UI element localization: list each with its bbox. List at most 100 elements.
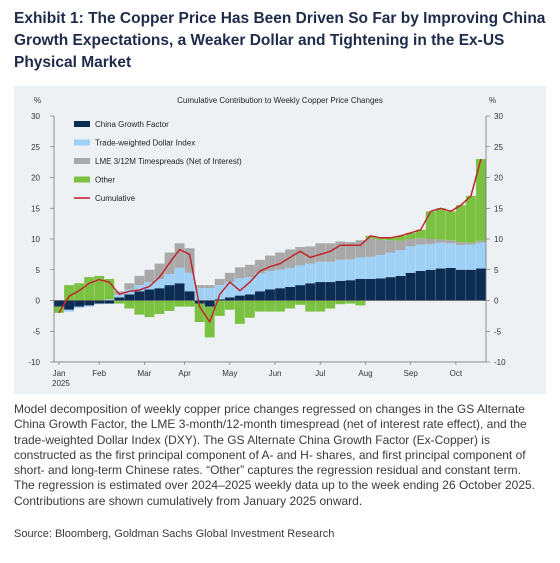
y-axis-left-unit: %: [34, 96, 41, 105]
bar-china-w0: [54, 300, 64, 307]
legend-swatch-dollar: [74, 139, 90, 146]
bar-dollar-w18: [234, 278, 245, 296]
bar-dollar-w14: [194, 288, 205, 301]
bar-lme-w42: [476, 240, 486, 243]
bar-lme-w38: [435, 239, 446, 243]
bar-dollar-w33: [385, 252, 396, 278]
y-tick-left-0: -10: [28, 358, 40, 367]
bar-china-w9: [144, 289, 155, 301]
y-tick-right-3: 5: [494, 266, 499, 275]
bar-dollar-w36: [415, 244, 426, 271]
bar-dollar-w16: [214, 285, 225, 300]
bar-dollar-w42: [476, 242, 486, 269]
y-tick-right-4: 10: [494, 235, 503, 244]
x-tick-label-1: Feb: [92, 369, 106, 378]
bar-china-w11: [164, 285, 175, 301]
bar-other-w24: [295, 300, 306, 305]
bar-other-w40: [455, 205, 466, 243]
bar-lme-w30: [355, 240, 366, 258]
bar-china-w25: [305, 283, 316, 301]
bar-dollar-w2: [74, 306, 85, 308]
bar-dollar-w40: [455, 245, 466, 270]
bar-china-w28: [335, 280, 346, 301]
bar-lme-w27: [325, 243, 336, 262]
bar-other-w12: [174, 300, 185, 307]
bar-dollar-w5: [104, 299, 115, 301]
y-tick-right-6: 20: [494, 174, 503, 183]
bar-lme-w28: [335, 241, 346, 260]
bar-lme-w16: [214, 278, 225, 286]
bar-dollar-w21: [265, 270, 275, 290]
bar-lme-w21: [265, 255, 275, 271]
bar-dollar-w37: [425, 243, 436, 270]
bar-lme-w19: [244, 264, 255, 278]
bar-other-w21: [265, 300, 275, 312]
bar-lme-w9: [144, 269, 155, 283]
bar-other-w0: [54, 306, 64, 313]
bar-other-w8: [134, 300, 145, 315]
bar-other-w3: [84, 277, 95, 301]
bar-dollar-w19: [244, 277, 255, 295]
legend-label-cumulative: Cumulative: [95, 194, 136, 203]
bar-other-w10: [154, 300, 165, 315]
bar-china-w18: [234, 295, 245, 301]
x-tick-label-6: Jul: [315, 369, 325, 378]
bar-other-w25: [305, 300, 316, 312]
bar-dollar-w31: [365, 256, 376, 279]
x-axis-ticks: Jan Feb Mar Apr May Jun Jul Aug Sep Oct: [53, 362, 463, 378]
bar-china-w29: [345, 280, 356, 301]
bar-lme-w29: [345, 242, 356, 260]
bar-dollar-w38: [435, 242, 446, 269]
legend-swatch-other: [74, 176, 90, 183]
legend: China Growth Factor Trade-weighted Dollar…: [74, 120, 242, 203]
bar-lme-w41: [466, 242, 476, 245]
bar-china-w16: [214, 299, 225, 301]
bar-china-w5: [104, 300, 115, 304]
source-note: Source: Bloomberg, Goldman Sachs Global …: [14, 528, 335, 540]
bar-other-w13: [184, 300, 195, 307]
bar-lme-w23: [285, 249, 296, 268]
bar-china-w27: [325, 282, 336, 301]
bar-lme-w33: [385, 240, 396, 253]
bar-other-w36: [415, 229, 426, 239]
bar-lme-w20: [255, 259, 265, 274]
bar-dollar-w29: [345, 259, 356, 281]
bar-china-w7: [124, 294, 135, 301]
bar-china-w30: [355, 278, 366, 301]
bar-other-w17: [224, 300, 235, 310]
bar-lme-w26: [315, 243, 326, 262]
bar-other-w42: [476, 159, 486, 241]
bar-dollar-w13: [184, 272, 195, 292]
bar-dollar-w41: [466, 244, 476, 270]
bar-china-w6: [114, 297, 125, 301]
bar-china-w2: [74, 300, 85, 307]
y-tick-left-8: 30: [31, 112, 40, 121]
bar-other-w39: [445, 211, 456, 241]
legend-swatch-china: [74, 121, 90, 127]
bar-dollar-w10: [154, 278, 165, 289]
bar-other-w22: [275, 300, 285, 312]
bar-lme-w8: [134, 275, 145, 286]
bar-dollar-w30: [355, 257, 366, 279]
bar-dollar-w26: [315, 261, 326, 283]
bar-china-w13: [184, 291, 195, 301]
bar-china-w37: [425, 269, 436, 301]
legend-label-lme: LME 3/12M Timespreads (Net of Interest): [95, 157, 242, 166]
bar-china-w17: [224, 297, 235, 301]
bar-china-w12: [174, 283, 185, 301]
bar-other-w6: [114, 300, 125, 304]
caption: Model decomposition of weekly copper pri…: [14, 402, 535, 508]
cumulative-line: [58, 158, 482, 323]
bar-china-w26: [315, 282, 326, 301]
bar-dollar-w34: [395, 250, 406, 276]
bar-other-w23: [285, 300, 296, 309]
bar-dollar-w24: [295, 265, 306, 286]
bar-dollar-w8: [134, 285, 145, 292]
bar-china-w1: [64, 300, 74, 310]
bar-china-w24: [295, 285, 306, 301]
x-tick-label-5: Jun: [269, 369, 282, 378]
legend-swatch-lme: [74, 158, 90, 164]
bar-other-w34: [395, 235, 406, 241]
y-tick-right-1: -5: [494, 327, 502, 336]
bar-china-w15: [204, 300, 215, 307]
